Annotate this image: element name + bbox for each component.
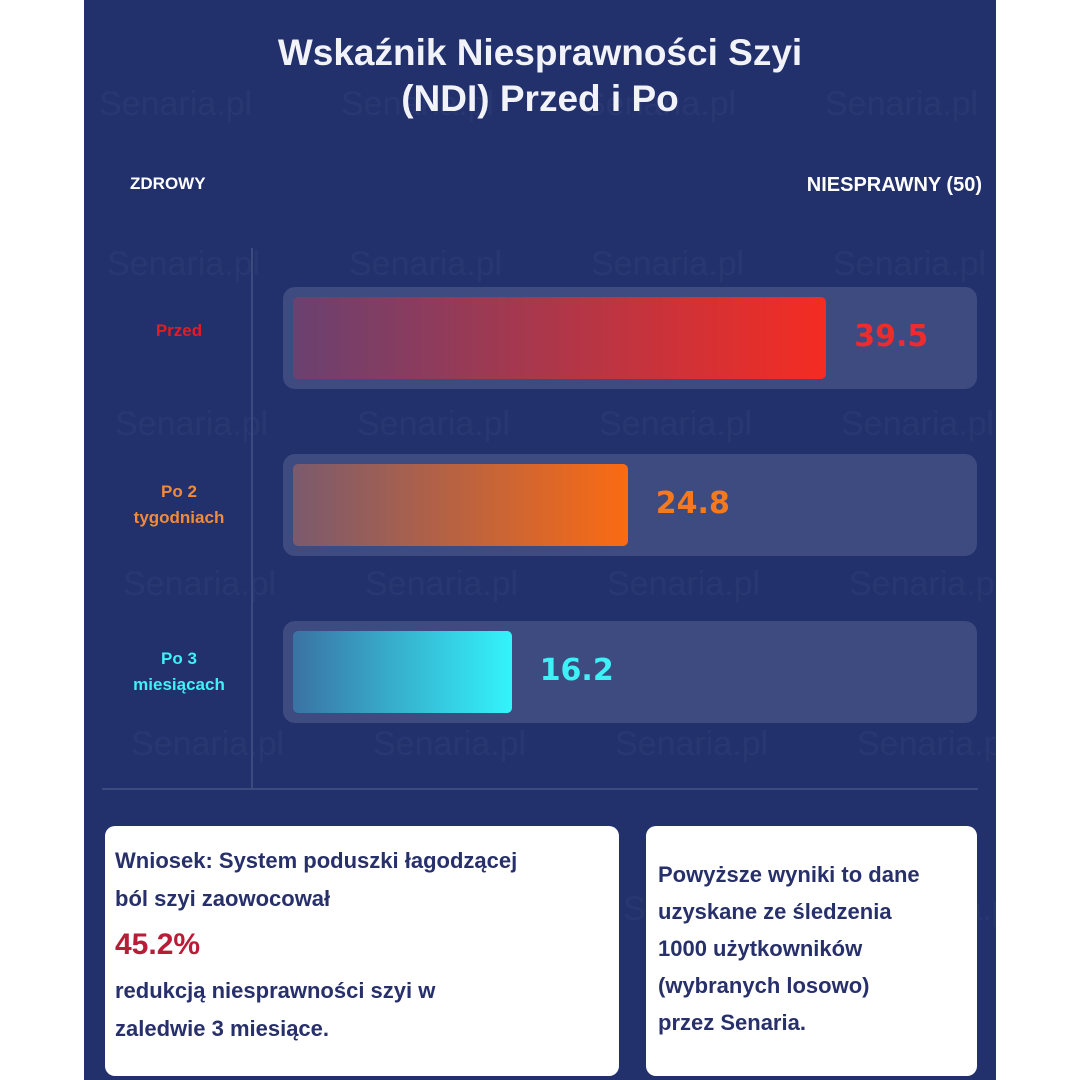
watermark: Senaria.pl <box>841 405 994 444</box>
watermark: Senaria.pl <box>857 725 1010 764</box>
watermark: Senaria.pl <box>123 565 276 604</box>
title-line-2: (NDI) Przed i Po <box>401 78 679 119</box>
watermark: Senaria.pl <box>607 565 760 604</box>
watermark: Senaria.pl <box>591 245 744 284</box>
title-line-1: Wskaźnik Niesprawności Szyi <box>277 32 803 73</box>
source-line-3: 1000 użytkowników <box>658 936 863 961</box>
watermark: Senaria.pl <box>357 405 510 444</box>
conclusion-line-1: Wniosek: System poduszki łagodzącej <box>115 848 518 873</box>
source-note-card: Powyższe wyniki to dane uzyskane ze śled… <box>646 826 977 1076</box>
bar-track: 24.8 <box>283 454 977 556</box>
category-label: Przed <box>104 318 254 344</box>
infographic-panel: Senaria.pl Senaria.pl Senaria.pl Senaria.pl… <box>84 0 996 1080</box>
watermark: Senaria.pl <box>849 565 1002 604</box>
bar <box>293 464 628 546</box>
value-label: 39.5 <box>854 319 929 354</box>
source-line-1: Powyższe wyniki to dane <box>658 862 920 887</box>
axis-min-label: ZDROWY <box>130 174 206 193</box>
category-label-line2: tygodniach <box>133 508 225 527</box>
watermark: Senaria.pl <box>599 405 752 444</box>
category-label-line1: Przed <box>155 321 203 340</box>
bar-track: 39.5 <box>283 287 977 389</box>
bar <box>293 631 512 713</box>
watermark: Senaria.pl <box>131 725 284 764</box>
watermark: Senaria.pl <box>107 245 260 284</box>
category-label: Po 2 tygodniach <box>104 479 254 531</box>
conclusion-line-4: zaledwie 3 miesiące. <box>115 1016 330 1041</box>
watermark: Senaria.pl <box>365 565 518 604</box>
source-line-2: uzyskane ze śledzenia <box>658 899 892 924</box>
value-label: 24.8 <box>655 486 730 521</box>
source-line-4: (wybranych losowo) <box>658 973 870 998</box>
reduction-percent: 45.2% <box>115 928 201 961</box>
watermark: Senaria.pl <box>115 405 268 444</box>
category-label-line1: Po 2 <box>161 482 197 501</box>
watermark: Senaria.pl <box>615 725 768 764</box>
conclusion-card: Wniosek: System poduszki łagodzącej ból … <box>105 826 619 1076</box>
chart-title: Wskaźnik Niesprawności Szyi (NDI) Przed … <box>84 30 996 122</box>
category-label-line2: miesiącach <box>133 675 225 694</box>
conclusion-line-3: redukcją niesprawności szyi w <box>115 978 436 1003</box>
baseline-divider <box>102 788 978 790</box>
bar-track: 16.2 <box>283 621 977 723</box>
conclusion-line-2: ból szyi zaowocował <box>115 886 331 911</box>
category-label: Po 3 miesiącach <box>104 646 254 698</box>
bar <box>293 297 827 379</box>
watermark: Senaria.pl <box>373 725 526 764</box>
category-label-line1: Po 3 <box>161 649 197 668</box>
source-line-5: przez Senaria. <box>658 1010 806 1035</box>
value-label: 16.2 <box>539 653 614 688</box>
y-axis-line <box>251 248 253 788</box>
watermark: Senaria.pl <box>349 245 502 284</box>
axis-max-label: NIESPRAWNY (50) <box>806 174 982 196</box>
watermark: Senaria.pl <box>833 245 986 284</box>
